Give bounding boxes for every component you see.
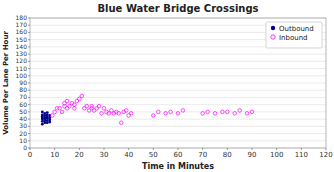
tick-label: 130 [16, 50, 28, 57]
point [213, 112, 217, 116]
point [156, 110, 160, 114]
point [80, 94, 84, 98]
point [60, 110, 64, 114]
chart: 0102030405060708090100110120130140150160… [0, 0, 334, 172]
tick-label: 70 [198, 151, 207, 159]
point [233, 112, 237, 116]
tick-label: 30 [100, 151, 109, 159]
tick-label: 20 [19, 130, 27, 137]
point [102, 106, 106, 110]
tick-label: 60 [19, 101, 27, 108]
grid-line [30, 119, 326, 120]
legend-box [266, 22, 322, 48]
legend-swatch [271, 35, 275, 39]
plot-area [41, 94, 254, 125]
tick-label: 10 [19, 137, 27, 144]
grid-line [30, 126, 326, 127]
tick-label: 70 [19, 93, 27, 100]
grid-line [30, 83, 326, 84]
grid-line [30, 61, 326, 62]
point [85, 104, 89, 108]
grid-line [30, 97, 326, 98]
tick-label: 0 [28, 151, 32, 159]
tick-label: 10 [50, 151, 59, 159]
tick-label: 80 [223, 151, 232, 159]
tick-label: 80 [19, 86, 27, 93]
tick-label: 150 [16, 36, 28, 43]
tick-label: 180 [16, 14, 28, 21]
title: Blue Water Bridge Crossings [97, 3, 258, 14]
point [226, 110, 230, 114]
point [43, 112, 46, 115]
point [176, 112, 180, 116]
tick-label: 50 [149, 151, 158, 159]
tick-label: 100 [16, 72, 28, 79]
series [41, 110, 51, 125]
point [238, 109, 242, 113]
grid-line [30, 75, 326, 76]
tick-label: 100 [270, 151, 283, 159]
point [119, 121, 123, 125]
point [206, 110, 210, 114]
tick-label: 90 [248, 151, 257, 159]
grid-line [30, 133, 326, 134]
point [169, 110, 173, 114]
series [50, 94, 253, 124]
point [65, 99, 69, 103]
point [53, 110, 57, 114]
y-axis-label: Volume Per Lane Per Hour [2, 31, 10, 135]
tick-label: 110 [16, 65, 28, 72]
tick-label: 0 [23, 144, 27, 151]
tick-label: 20 [75, 151, 84, 159]
point [250, 110, 254, 114]
point [41, 110, 44, 113]
point [90, 104, 94, 108]
grid-line [30, 68, 326, 69]
grid-line [30, 54, 326, 55]
point [41, 123, 44, 126]
point [124, 109, 128, 113]
point [97, 104, 101, 108]
tick-label: 60 [174, 151, 183, 159]
tick-label: 160 [16, 28, 28, 35]
tick-label: 40 [19, 115, 27, 122]
point [201, 112, 205, 116]
x-axis-label: Time in Minutes [142, 162, 214, 171]
grid-line [30, 104, 326, 105]
point [73, 106, 77, 110]
tick-label: 50 [19, 108, 27, 115]
tick-label: 120 [319, 151, 332, 159]
legend-swatch [271, 26, 275, 30]
point [46, 111, 49, 114]
tick-label: 30 [19, 122, 27, 129]
tick-label: 40 [124, 151, 133, 159]
point [41, 113, 44, 116]
legend: OutboundInbound [266, 22, 322, 48]
tick-label: 120 [16, 57, 28, 64]
point [245, 112, 249, 116]
tick-label: 170 [16, 21, 28, 28]
legend-label: Outbound [279, 25, 314, 33]
grid-line [30, 140, 326, 141]
plot-frame [30, 18, 326, 148]
point [117, 112, 121, 116]
legend-label: Inbound [279, 34, 308, 42]
point [73, 103, 77, 107]
point [164, 112, 168, 116]
point [100, 112, 104, 116]
tick-label: 110 [295, 151, 308, 159]
tick-label: 90 [19, 79, 27, 86]
point [152, 114, 156, 118]
grid-line [30, 90, 326, 91]
tick-label: 140 [16, 43, 28, 50]
point [50, 114, 54, 118]
point [181, 109, 185, 113]
point [129, 112, 133, 116]
point [58, 106, 62, 110]
point [221, 110, 225, 114]
